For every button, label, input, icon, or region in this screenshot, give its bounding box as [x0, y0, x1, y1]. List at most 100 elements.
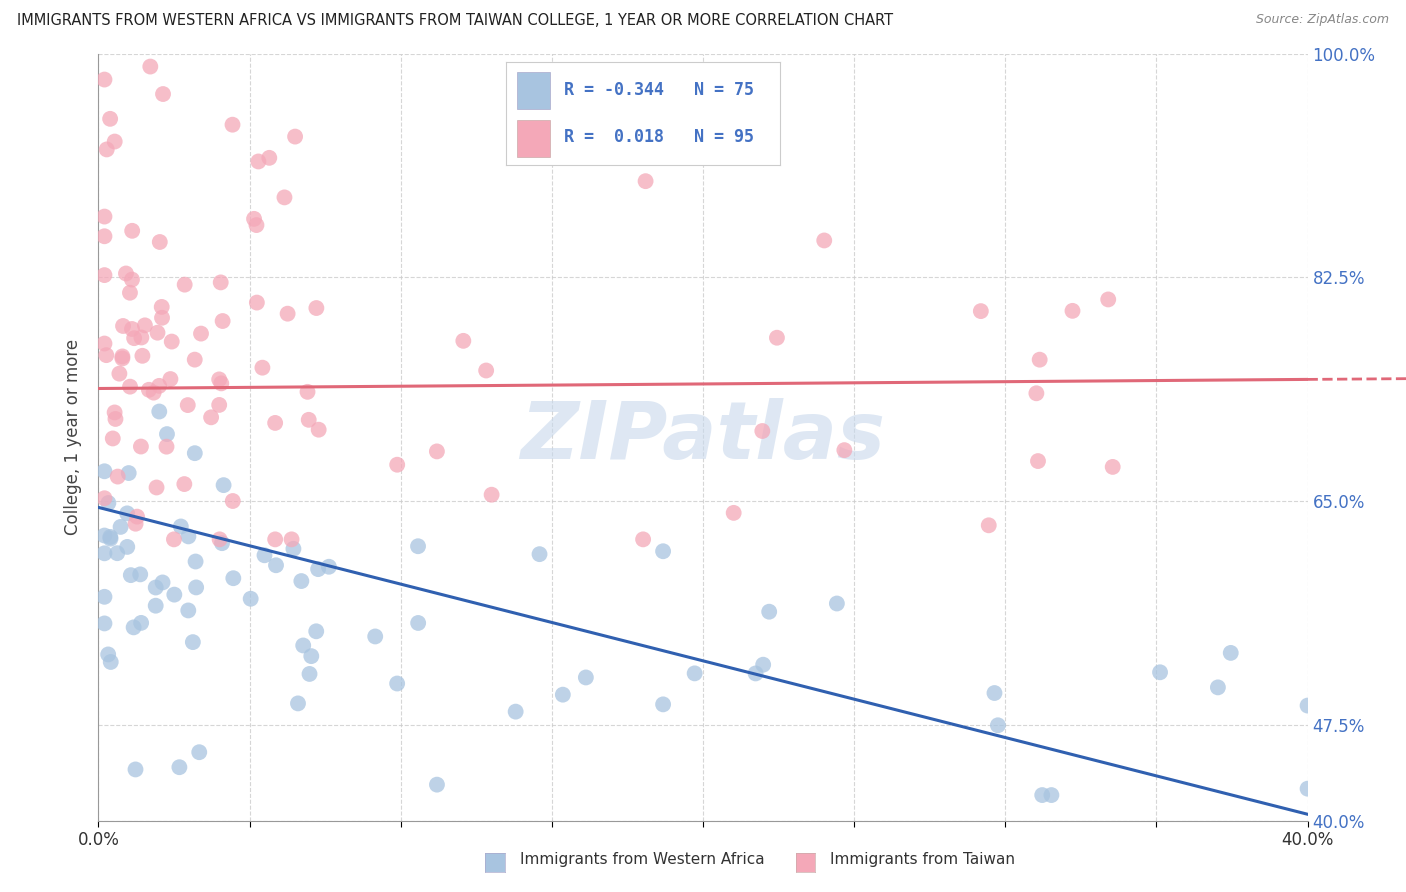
Point	[813, 234, 835, 248]
Point	[208, 372, 231, 386]
Point	[104, 405, 127, 419]
Point	[145, 599, 167, 613]
Point	[96, 143, 118, 157]
Point	[93, 528, 115, 542]
Point	[211, 536, 233, 550]
Point	[93, 464, 115, 478]
Point	[825, 597, 848, 611]
Point	[186, 581, 208, 595]
Point	[97, 496, 120, 510]
Point	[112, 318, 135, 333]
Point	[177, 603, 200, 617]
Point	[406, 615, 429, 630]
Point	[683, 666, 706, 681]
Point	[475, 363, 498, 377]
Point	[129, 440, 152, 454]
Point	[1219, 646, 1241, 660]
Point	[505, 705, 527, 719]
Point	[145, 481, 167, 495]
Point	[156, 427, 179, 442]
Point	[264, 533, 287, 547]
Point	[481, 488, 503, 502]
Point	[364, 630, 387, 644]
Point	[98, 112, 121, 126]
Point	[208, 398, 231, 412]
Point	[264, 416, 287, 430]
Point	[277, 307, 299, 321]
Point	[290, 574, 312, 588]
Point	[121, 224, 143, 238]
Point	[426, 778, 449, 792]
Point	[551, 688, 574, 702]
Point	[298, 667, 321, 681]
Point	[752, 657, 775, 672]
Point	[1149, 665, 1171, 680]
Point	[222, 494, 245, 508]
Point	[131, 330, 153, 344]
Point	[120, 568, 142, 582]
Point	[723, 506, 745, 520]
Point	[1097, 293, 1119, 307]
Point	[122, 620, 145, 634]
Point	[453, 334, 475, 348]
Point	[121, 272, 143, 286]
Point	[212, 478, 235, 492]
Point	[652, 544, 675, 558]
Point	[125, 509, 148, 524]
Point	[209, 376, 232, 391]
Point	[1026, 454, 1049, 468]
Point	[253, 549, 276, 563]
Text: ZIPatlas: ZIPatlas	[520, 398, 886, 476]
Point	[149, 235, 172, 249]
Point	[318, 559, 340, 574]
Text: Immigrants from Western Africa: Immigrants from Western Africa	[520, 852, 765, 867]
Text: R =  0.018   N = 95: R = 0.018 N = 95	[564, 128, 754, 146]
Point	[111, 351, 134, 366]
Point	[131, 349, 153, 363]
Point	[259, 151, 281, 165]
Point	[1296, 698, 1319, 713]
Point	[98, 530, 121, 544]
Y-axis label: College, 1 year or more: College, 1 year or more	[65, 339, 83, 535]
Point	[297, 384, 319, 399]
Point	[307, 562, 329, 576]
Point	[1101, 459, 1123, 474]
Point	[222, 571, 245, 585]
Point	[575, 670, 598, 684]
Point	[239, 591, 262, 606]
Point	[177, 398, 200, 412]
Point	[142, 385, 165, 400]
FancyBboxPatch shape	[517, 120, 550, 157]
Point	[118, 285, 141, 300]
Point	[970, 304, 993, 318]
Point	[983, 686, 1005, 700]
Point	[834, 443, 856, 458]
Point	[124, 516, 146, 531]
Point	[93, 268, 115, 282]
Point	[264, 558, 287, 573]
Point	[766, 331, 789, 345]
Point	[987, 718, 1010, 732]
Point	[190, 326, 212, 341]
Point	[96, 348, 118, 362]
Point	[529, 547, 551, 561]
Point	[100, 655, 122, 669]
Point	[150, 310, 173, 325]
Point	[1206, 681, 1229, 695]
Point	[160, 334, 183, 349]
Point	[751, 424, 773, 438]
Point	[121, 322, 143, 336]
Point	[1296, 781, 1319, 796]
Point	[280, 533, 302, 547]
Point	[385, 676, 408, 690]
Point	[145, 581, 167, 595]
Point	[129, 615, 152, 630]
Point	[247, 154, 270, 169]
Point	[744, 666, 766, 681]
Point	[124, 763, 146, 777]
Point	[287, 697, 309, 711]
Point	[284, 129, 307, 144]
Point	[273, 190, 295, 204]
Point	[181, 635, 204, 649]
Point	[93, 72, 115, 87]
